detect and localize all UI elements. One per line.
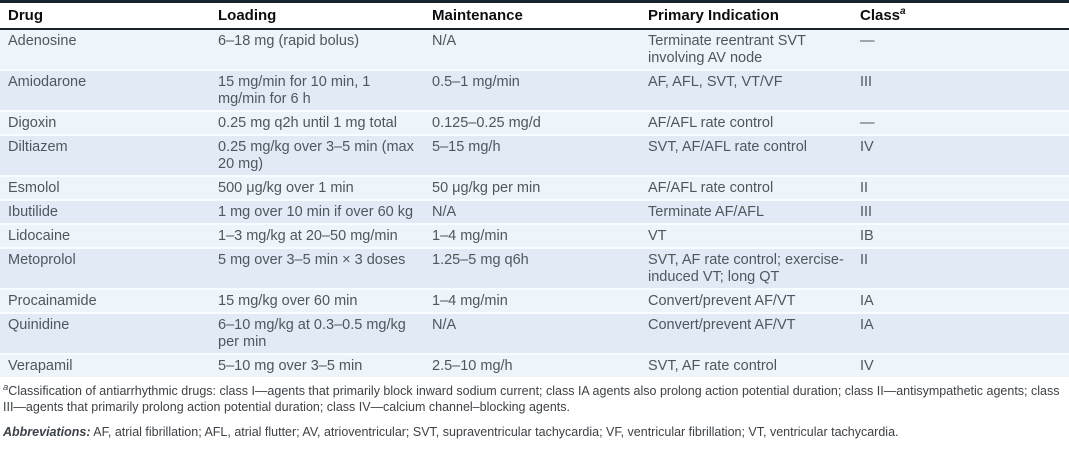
cell-drug: Procainamide: [8, 293, 97, 309]
cell-maintenance: 2.5–10 mg/h: [432, 358, 513, 374]
col-header-loading: Loading: [210, 0, 424, 30]
header-row: Drug Loading Maintenance Primary Indicat…: [0, 0, 1069, 30]
cell-drug: Amiodarone: [8, 74, 87, 90]
abbreviations-text: AF, atrial fibrillation; AFL, atrial flu…: [90, 425, 899, 439]
cell-indication: SVT, AF rate control: [648, 358, 777, 374]
classification-footnote-text: Classification of antiarrhythmic drugs: …: [3, 384, 1060, 414]
cell-drug: Lidocaine: [8, 228, 71, 244]
table-header: Drug Loading Maintenance Primary Indicat…: [0, 0, 1069, 30]
table-row: Adenosine 6–18 mg (rapid bolus) N/A Term…: [0, 29, 1069, 70]
cell-indication: VT: [648, 228, 667, 244]
cell-drug: Diltiazem: [8, 139, 68, 155]
cell-maintenance: 0.5–1 mg/min: [432, 74, 520, 90]
table-row: Diltiazem 0.25 mg/kg over 3–5 min (max 2…: [0, 135, 1069, 176]
cell-loading: 5 mg over 3–5 min × 3 doses: [218, 252, 406, 268]
cell-maintenance: 5–15 mg/h: [432, 139, 501, 155]
table-row: Esmolol 500 μg/kg over 1 min 50 μg/kg pe…: [0, 176, 1069, 200]
cell-loading: 6–18 mg (rapid bolus): [218, 33, 360, 49]
cell-maintenance: N/A: [432, 33, 457, 49]
cell-maintenance: 50 μg/kg per min: [432, 180, 541, 196]
footnote-marker: a: [3, 381, 9, 393]
cell-maintenance: 1–4 mg/min: [432, 228, 508, 244]
cell-loading: 0.25 mg/kg over 3–5 min (max 20 mg): [218, 139, 414, 172]
cell-drug: Metoprolol: [8, 252, 76, 268]
cell-class: —: [860, 115, 875, 131]
cell-class: III: [860, 204, 873, 220]
table-body: Adenosine 6–18 mg (rapid bolus) N/A Term…: [0, 29, 1069, 377]
cell-loading: 500 μg/kg over 1 min: [218, 180, 354, 196]
cell-indication: Convert/prevent AF/VT: [648, 317, 796, 333]
table-row: Ibutilide 1 mg over 10 min if over 60 kg…: [0, 200, 1069, 224]
cell-drug: Verapamil: [8, 358, 73, 374]
cell-class: III: [860, 74, 873, 90]
cell-class: II: [860, 180, 869, 196]
table-row: Verapamil 5–10 mg over 3–5 min 2.5–10 mg…: [0, 354, 1069, 377]
cell-indication: AF/AFL rate control: [648, 180, 774, 196]
cell-maintenance: 0.125–0.25 mg/d: [432, 115, 541, 131]
cell-indication: Convert/prevent AF/VT: [648, 293, 796, 309]
table-row: Metoprolol 5 mg over 3–5 min × 3 doses 1…: [0, 248, 1069, 289]
abbreviations-footnote: Abbreviations: AF, atrial fibrillation; …: [3, 424, 1065, 440]
cell-indication: SVT, AF rate control; exercise-induced V…: [648, 252, 844, 285]
cell-maintenance: N/A: [432, 317, 457, 333]
cell-maintenance: 1.25–5 mg q6h: [432, 252, 529, 268]
cell-class: —: [860, 33, 875, 49]
cell-loading: 6–10 mg/kg at 0.3–0.5 mg/kg per min: [218, 317, 406, 350]
col-header-primary-indication: Primary Indication: [640, 0, 852, 30]
cell-loading: 15 mg/kg over 60 min: [218, 293, 358, 309]
cell-class: IA: [860, 317, 874, 333]
abbreviations-label: Abbreviations:: [3, 425, 91, 439]
table-row: Lidocaine 1–3 mg/kg at 20–50 mg/min 1–4 …: [0, 224, 1069, 248]
cell-class: IA: [860, 293, 874, 309]
classification-footnote: aClassification of antiarrhythmic drugs:…: [3, 383, 1065, 415]
cell-indication: Terminate reentrant SVT involving AV nod…: [648, 33, 806, 66]
cell-maintenance: 1–4 mg/min: [432, 293, 508, 309]
col-header-drug: Drug: [0, 0, 210, 30]
cell-loading: 1–3 mg/kg at 20–50 mg/min: [218, 228, 398, 244]
col-header-class: Classa: [852, 0, 1069, 30]
cell-indication: AF, AFL, SVT, VT/VF: [648, 74, 783, 90]
cell-indication: Terminate AF/AFL: [648, 204, 765, 220]
cell-loading: 0.25 mg q2h until 1 mg total: [218, 115, 397, 131]
cell-class: IV: [860, 358, 874, 374]
cell-drug: Esmolol: [8, 180, 60, 196]
class-superscript-marker: a: [900, 6, 906, 17]
cell-maintenance: N/A: [432, 204, 457, 220]
cell-class: IB: [860, 228, 874, 244]
cell-indication: AF/AFL rate control: [648, 115, 774, 131]
table-row: Digoxin 0.25 mg q2h until 1 mg total 0.1…: [0, 111, 1069, 135]
table-row: Procainamide 15 mg/kg over 60 min 1–4 mg…: [0, 289, 1069, 313]
cell-indication: SVT, AF/AFL rate control: [648, 139, 808, 155]
table-footnotes: aClassification of antiarrhythmic drugs:…: [0, 377, 1069, 440]
cell-loading: 15 mg/min for 10 min, 1 mg/min for 6 h: [218, 74, 371, 107]
antiarrhythmic-drug-table: Drug Loading Maintenance Primary Indicat…: [0, 0, 1069, 377]
cell-class: IV: [860, 139, 874, 155]
table-row: Quinidine 6–10 mg/kg at 0.3–0.5 mg/kg pe…: [0, 313, 1069, 354]
cell-drug: Quinidine: [8, 317, 70, 333]
cell-drug: Adenosine: [8, 33, 77, 49]
cell-drug: Digoxin: [8, 115, 57, 131]
table-row: Amiodarone 15 mg/min for 10 min, 1 mg/mi…: [0, 70, 1069, 111]
cell-drug: Ibutilide: [8, 204, 58, 220]
cell-loading: 5–10 mg over 3–5 min: [218, 358, 363, 374]
cell-class: II: [860, 252, 869, 268]
col-header-class-label: Class: [860, 7, 901, 24]
col-header-maintenance: Maintenance: [424, 0, 640, 30]
cell-loading: 1 mg over 10 min if over 60 kg: [218, 204, 414, 220]
